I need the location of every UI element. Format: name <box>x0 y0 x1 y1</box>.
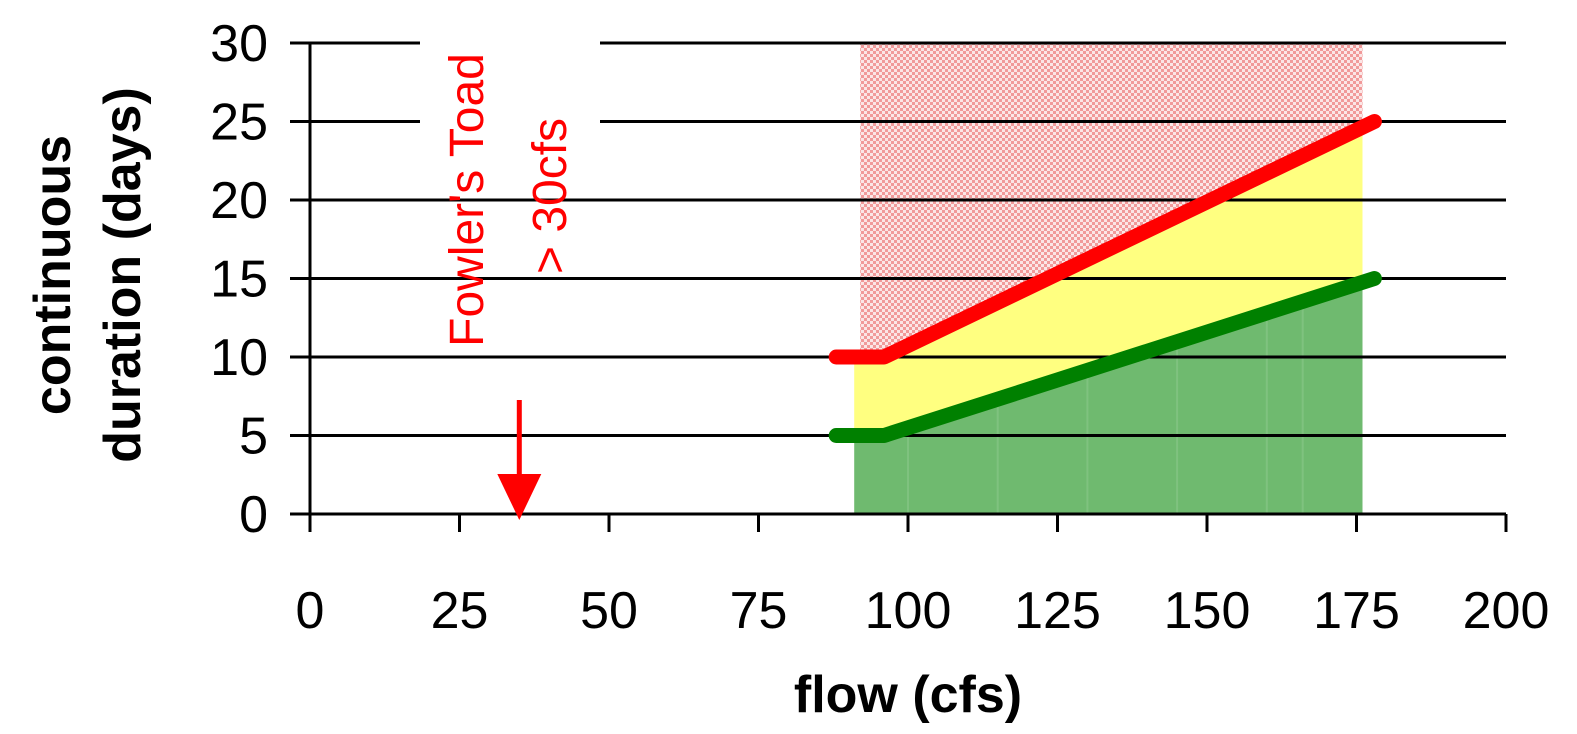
axes: 0 25 50 75 100 125 150 175 200 0 5 10 15 20 25 30 <box>210 15 1549 640</box>
y-tick-label: 10 <box>210 329 268 387</box>
x-tick-label: 0 <box>296 582 325 640</box>
annotation: Fowler's Toad > 30cfs <box>441 53 577 520</box>
x-tick-label: 100 <box>865 582 952 640</box>
y-tick-label: 0 <box>239 486 268 544</box>
y-axis-title-line-2: duration (days) <box>94 87 152 463</box>
series-line-1 <box>828 271 1382 443</box>
series-line-0 <box>828 114 1382 365</box>
y-axis-title-line-1: continuous <box>24 135 82 415</box>
annotation-line-2: > 30cfs <box>524 118 577 274</box>
axis-labels: flow (cfs) continuous duration (days) <box>24 87 1022 724</box>
x-tick-label: 25 <box>431 582 489 640</box>
y-tick-label: 25 <box>210 94 268 152</box>
y-tick-label: 20 <box>210 172 268 230</box>
y-tick-label: 5 <box>239 408 268 466</box>
y-tick-label: 15 <box>210 251 268 309</box>
x-tick-label: 50 <box>580 582 638 640</box>
x-tick-label: 200 <box>1463 582 1550 640</box>
x-axis-title: flow (cfs) <box>794 666 1022 724</box>
x-tick-label: 125 <box>1014 582 1101 640</box>
band-region-0 <box>854 282 1363 514</box>
x-tick-label: 150 <box>1164 582 1251 640</box>
annotation-line-1: Fowler's Toad <box>441 53 494 347</box>
x-tick-label: 175 <box>1313 582 1400 640</box>
x-tick-label: 75 <box>730 582 788 640</box>
annotation-arrow-head <box>497 474 542 520</box>
series-lines <box>828 114 1382 443</box>
y-tick-label: 30 <box>210 15 268 73</box>
